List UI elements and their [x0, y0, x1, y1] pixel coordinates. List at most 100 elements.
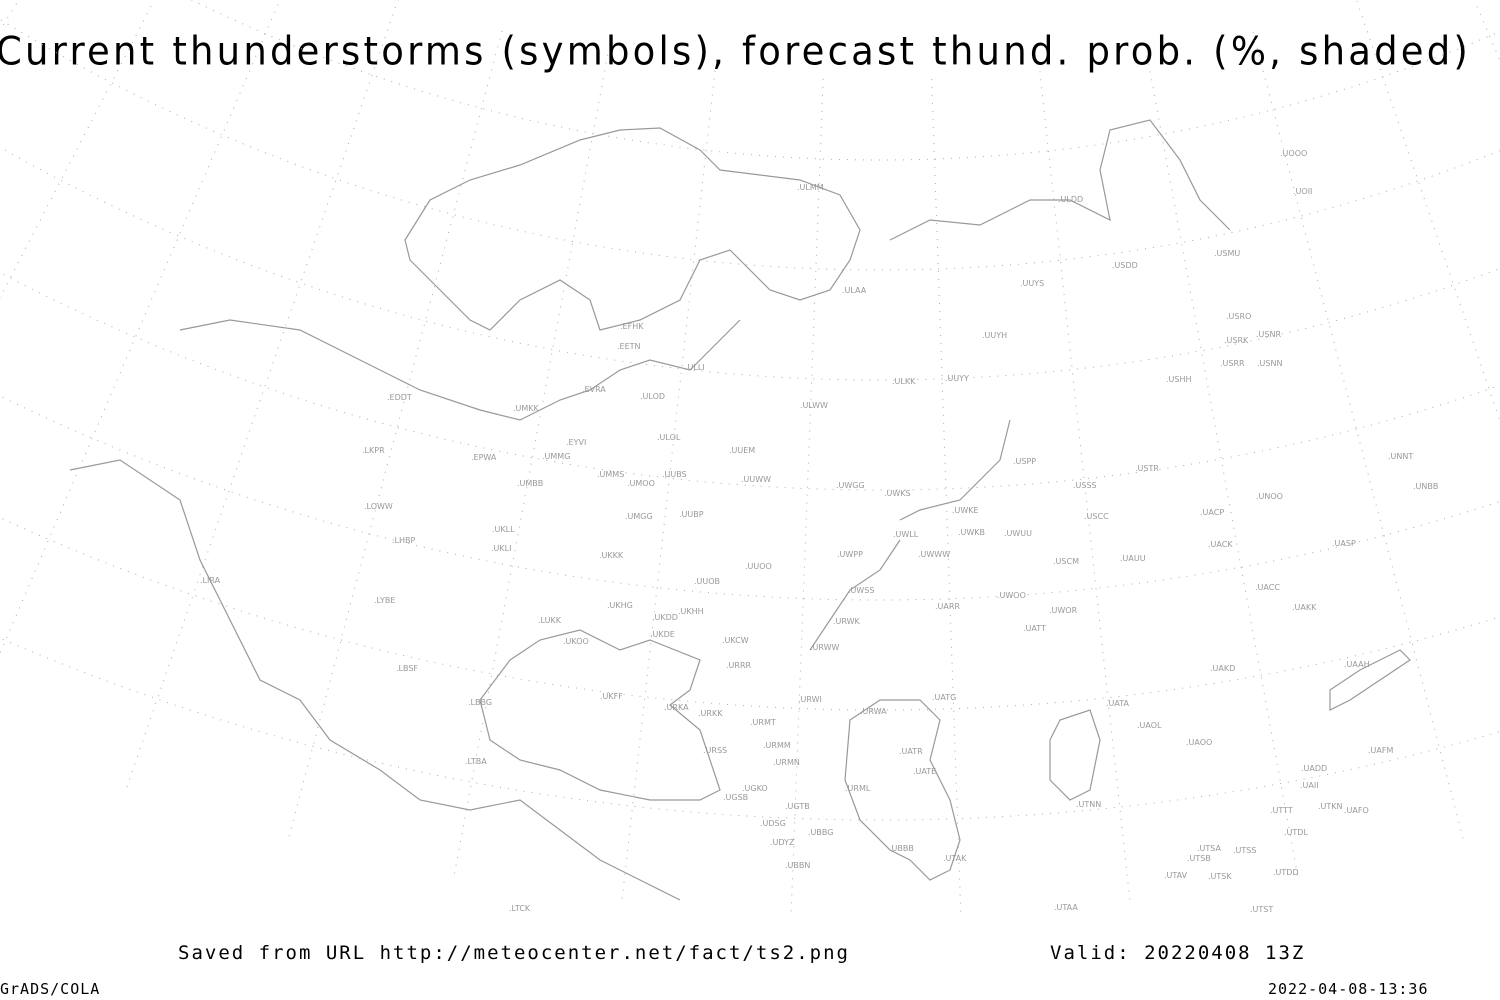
- parallel-line: [0, 146, 1500, 381]
- station-label: .UMMG: [542, 452, 570, 461]
- station-label: .UUYH: [982, 331, 1007, 340]
- station-label: .URWW: [810, 643, 840, 652]
- station-label: .UTAV: [1164, 871, 1188, 880]
- meridian-line: [286, 30, 503, 844]
- lat-lon-grid: [0, 0, 1500, 919]
- station-label: .UTTT: [1270, 806, 1293, 815]
- station-label: .USHH: [1166, 375, 1192, 384]
- station-label: .UWPP: [837, 550, 863, 559]
- station-label: .UAKK: [1292, 603, 1317, 612]
- meridian-line: [1473, 0, 1500, 62]
- station-label: .UKKK: [599, 551, 624, 560]
- station-label: .UTST: [1250, 905, 1273, 914]
- station-label: .UNBB: [1413, 482, 1438, 491]
- station-label: .LBBG: [468, 698, 492, 707]
- station-label: .UMMS: [597, 470, 624, 479]
- station-label: .EDDT: [387, 393, 412, 402]
- station-label: .UUWW: [741, 475, 771, 484]
- station-label: .USTR: [1135, 464, 1159, 473]
- station-label: .USDD: [1112, 261, 1138, 270]
- station-label: .EETN: [617, 342, 641, 351]
- station-label: .ULMM: [797, 183, 824, 192]
- station-label: .LKPR: [362, 446, 385, 455]
- station-label: .UKLI: [491, 544, 511, 553]
- station-label: .UTSA: [1197, 844, 1222, 853]
- station-label: .UATG: [932, 693, 956, 702]
- station-label: .USRR: [1220, 359, 1245, 368]
- station-label: .LBSF: [396, 664, 418, 673]
- station-label: .UKFF: [600, 692, 623, 701]
- station-label: .ULLI: [685, 363, 705, 372]
- station-label: .UUYS: [1020, 279, 1044, 288]
- meridian-line: [1146, 55, 1300, 882]
- station-label: .UACC: [1255, 583, 1280, 592]
- station-label: .UNOO: [1256, 492, 1283, 501]
- station-label: .UNNT: [1388, 452, 1413, 461]
- station-label: .URMT: [750, 718, 776, 727]
- station-label: .UOII: [1293, 187, 1312, 196]
- station-label: .UTAA: [1054, 903, 1078, 912]
- coastlines-and-borders: [69, 119, 1411, 901]
- station-label: .UAOO: [1186, 738, 1212, 747]
- station-label: .URMM: [763, 741, 791, 750]
- station-label: .LTCK: [509, 904, 531, 913]
- black-sea-coast: [479, 629, 721, 801]
- station-label: .LUKK: [538, 616, 562, 625]
- station-label: .UWOR: [1049, 606, 1078, 615]
- station-label: .UAII: [1300, 781, 1319, 790]
- station-label: .UAOL: [1137, 721, 1162, 730]
- station-label: .UUOB: [694, 577, 720, 586]
- station-labels: .ULMM .ULDD .USDD .USMU .UOOO .UOII .UUYS .ULAA…: [200, 149, 1438, 914]
- station-label: .ULDD: [1058, 195, 1083, 204]
- balkhash-lake: [1329, 649, 1411, 711]
- station-label: .UAFO: [1344, 806, 1369, 815]
- parallel-line: [0, 517, 1500, 711]
- station-label: .UTSK: [1208, 872, 1232, 881]
- station-label: .USRK: [1224, 336, 1249, 345]
- station-label: .UUYY: [945, 374, 969, 383]
- station-label: .UBBB: [889, 844, 914, 853]
- arctic-coast: [889, 119, 1231, 241]
- station-label: .UMBB: [517, 479, 543, 488]
- station-label: .USSS: [1073, 481, 1097, 490]
- station-label: .UWSS: [848, 586, 874, 595]
- station-label: .URMN: [773, 758, 800, 767]
- station-label: .UAKD: [1210, 664, 1235, 673]
- station-label: .USRO: [1226, 312, 1251, 321]
- station-label: .UTKN: [1318, 802, 1343, 811]
- station-label: .LTBA: [465, 757, 487, 766]
- caspian-coast: [844, 699, 961, 881]
- source-url-text: Saved from URL http://meteocenter.net/fa…: [178, 942, 850, 964]
- station-label: .UWWW: [918, 550, 950, 559]
- station-label: .UTDL: [1284, 828, 1308, 837]
- mediterranean-coast: [69, 459, 681, 901]
- station-label: .UKHH: [678, 607, 704, 616]
- station-label: .UKOO: [563, 637, 589, 646]
- meridian-line: [0, 0, 281, 655]
- meridian-line: [124, 0, 399, 794]
- station-label: .UACK: [1208, 540, 1233, 549]
- station-label: .UAAH: [1344, 660, 1370, 669]
- station-label: .ULAA: [842, 286, 867, 295]
- station-label: .UGKO: [742, 784, 768, 793]
- station-label: .USNR: [1256, 330, 1281, 339]
- station-label: .USCC: [1084, 512, 1109, 521]
- station-label: .UASP: [1332, 539, 1356, 548]
- station-label: .UTNN: [1076, 800, 1101, 809]
- meridian-line: [790, 78, 824, 919]
- station-label: .UBBG: [808, 828, 833, 837]
- station-label: .UUEM: [729, 446, 755, 455]
- scandinavia-coast: [404, 127, 861, 331]
- aral-sea: [1049, 709, 1101, 801]
- station-label: .UBBN: [785, 861, 810, 870]
- station-label: .EYVI: [566, 438, 586, 447]
- station-label: .UAFM: [1368, 746, 1393, 755]
- station-label: .LHBP: [392, 536, 416, 545]
- station-label: .UWKB: [958, 528, 985, 537]
- station-label: .UKDE: [650, 630, 675, 639]
- render-timestamp: 2022-04-08-13:36: [1268, 980, 1429, 998]
- parallel-line: [0, 272, 1500, 491]
- parallel-line: [0, 18, 1500, 271]
- valid-time-text: Valid: 20220408 13Z: [1050, 942, 1306, 964]
- station-label: .UWOO: [997, 591, 1026, 600]
